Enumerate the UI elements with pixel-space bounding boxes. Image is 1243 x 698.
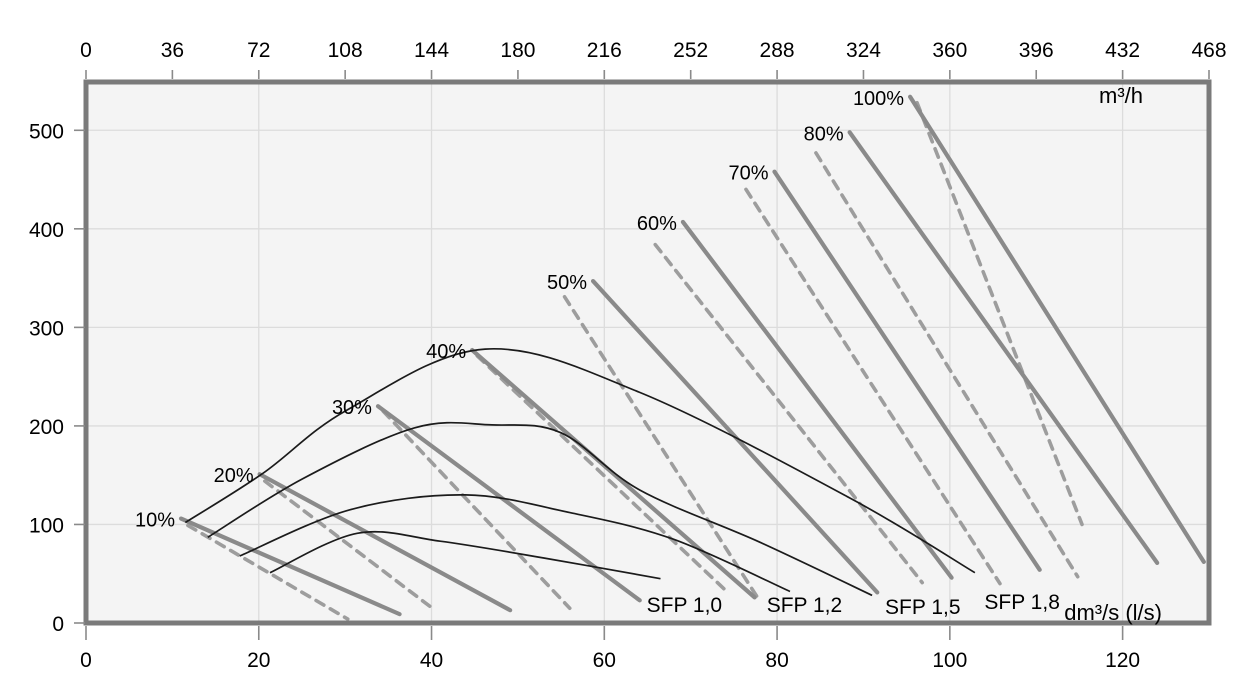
speed-label-50%: 50% [547, 272, 587, 294]
speed-label-40%: 40% [426, 341, 466, 363]
left-axis-tick-label: 0 [52, 613, 64, 636]
sfp-label-SFP-1,5: SFP 1,5 [885, 596, 961, 619]
plot-frame [83, 79, 1212, 626]
speed-curve-solid-100% [908, 94, 1206, 565]
speed-label-100%: 100% [853, 88, 904, 110]
top-axis-tick-label: 36 [161, 39, 184, 62]
speed-curve-dashed-60% [653, 242, 925, 585]
bottom-axis-tick-label: 20 [247, 649, 270, 672]
speed-curve-dashed-80% [814, 151, 1080, 579]
bottom-axis-tick-label: 80 [765, 649, 788, 672]
sfp-label-SFP-1,0: SFP 1,0 [647, 594, 723, 617]
top-axis-tick-label: 180 [500, 39, 535, 62]
sfp-label-SFP-1,2: SFP 1,2 [767, 594, 843, 617]
left-axis-tick-label: 300 [29, 317, 64, 340]
top-axis-tick-label: 252 [673, 39, 708, 62]
top-axis-tick-label: 432 [1105, 39, 1140, 62]
speed-curve-dashed-10% [186, 523, 350, 621]
top-axis-tick-label: 144 [414, 39, 449, 62]
top-axis-tick-label: 72 [247, 39, 270, 62]
speed-label-80%: 80% [804, 123, 844, 145]
bottom-axis-tick-label: 60 [593, 649, 616, 672]
speed-label-60%: 60% [637, 213, 677, 235]
sfp-curve-SFP-1,2 [239, 494, 791, 593]
plot-area [86, 82, 1209, 623]
speed-curve-dashed-70% [744, 187, 1002, 586]
top-axis-tick-label: 108 [328, 39, 363, 62]
speed-curve-dashed-30% [381, 409, 572, 611]
left-axis-tick-label: 400 [29, 219, 64, 242]
top-axis-unit-label: m³/h [1099, 83, 1143, 108]
speed-curve-solid-80% [847, 130, 1160, 565]
speed-curve-solid-10% [178, 516, 402, 617]
bottom-axis-tick-label: 120 [1105, 649, 1140, 672]
left-axis-tick-label: 200 [29, 416, 64, 439]
top-axis-tick-label: 216 [587, 39, 622, 62]
speed-label-30%: 30% [332, 397, 372, 419]
bottom-axis-tick-label: 40 [420, 649, 443, 672]
speed-label-20%: 20% [214, 465, 254, 487]
top-axis-tick-label: 360 [932, 39, 967, 62]
sfp-label-SFP-1,8: SFP 1,8 [984, 591, 1060, 614]
top-axis-tick-label: 0 [80, 39, 92, 62]
left-axis-tick-label: 500 [29, 120, 64, 143]
speed-curve-solid-70% [772, 169, 1042, 572]
speed-curve-dashed-40% [475, 354, 730, 595]
left-axis-tick-label: 100 [29, 514, 64, 537]
speed-curve-dashed-50% [562, 295, 760, 601]
top-axis-tick-label: 468 [1191, 39, 1226, 62]
top-axis-tick-label: 396 [1019, 39, 1054, 62]
sfp-curve-SFP-1,0 [269, 530, 661, 580]
speed-label-10%: 10% [135, 510, 175, 532]
top-axis-tick-label: 288 [760, 39, 795, 62]
sfp-curve-SFP-1,8 [184, 347, 976, 574]
speed-curve-solid-20% [257, 472, 513, 613]
speed-curve-solid-40% [470, 347, 757, 600]
speed-curve-solid-60% [680, 219, 954, 580]
speed-curve-dashed-100% [915, 100, 1084, 527]
top-axis-tick-label: 324 [846, 39, 881, 62]
gridlines [86, 82, 1209, 623]
speed-label-70%: 70% [728, 163, 768, 185]
bottom-axis-unit-label: dm³/s (l/s) [1064, 600, 1162, 625]
bottom-axis-tick-label: 100 [932, 649, 967, 672]
speed-curve-dashed-20% [263, 479, 437, 612]
bottom-axis-tick-label: 0 [80, 649, 92, 672]
sfp-curve-SFP-1,5 [207, 421, 873, 597]
